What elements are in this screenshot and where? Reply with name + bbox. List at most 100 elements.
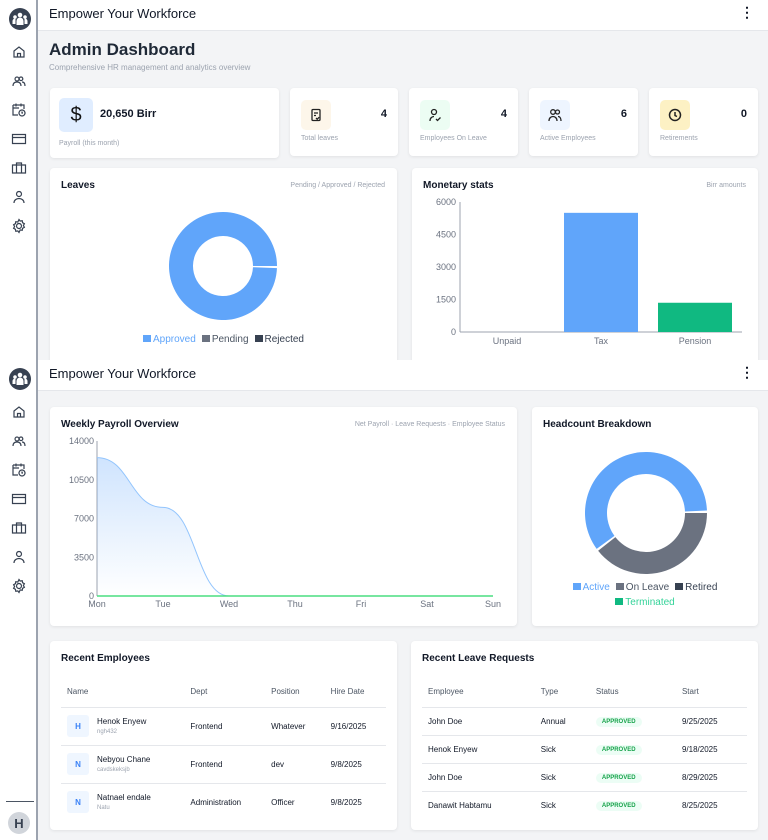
user-icon[interactable] (11, 189, 27, 205)
clipboard-check-icon (301, 100, 331, 130)
monetary-bar-chart: 0 1500 3000 4500 6000 Unpaid Tax Pension (436, 197, 742, 346)
x-tick-label: Thu (287, 599, 303, 609)
app-logo[interactable] (9, 368, 31, 390)
payroll-area (97, 457, 493, 596)
home-icon[interactable] (11, 44, 27, 60)
users-icon[interactable] (11, 73, 27, 89)
status-cell: APPROVED (589, 706, 676, 735)
hire-date-cell: 9/16/2025 (324, 706, 386, 745)
type-cell: Sick (534, 790, 590, 819)
top-screen: Empower Your Workforce ⋮ Admin Dashboard… (0, 0, 768, 360)
credit-card-icon[interactable] (11, 131, 27, 147)
table-row[interactable]: N Natnael endale Natu Administration Offic… (61, 782, 386, 821)
y-tick-label: 6000 (436, 197, 456, 207)
table-row[interactable]: N Nebyou Chane cavdskeksjb Frontend dev 9/… (61, 744, 386, 783)
status-badge: APPROVED (595, 800, 642, 811)
slice-active (585, 451, 707, 549)
table-row[interactable]: John Doe Sick APPROVED 8/29/2025 (422, 762, 747, 791)
x-tick-label: Unpaid (493, 336, 522, 346)
x-tick-label: Wed (220, 599, 238, 609)
legend-pending[interactable]: Pending (201, 334, 249, 345)
column-header: Status (595, 687, 619, 697)
stat-value: 20,650 Birr (100, 108, 157, 120)
employee-cell: Danawit Habtamu (422, 790, 535, 819)
recent-employees-card: Recent Employees Name Dept Position Hire… (50, 641, 397, 830)
employee-name: Henok Enyew (97, 717, 147, 726)
leaves-legend: Approved Pending Rejected (50, 334, 397, 345)
employee-name-cell: N Natnael endale Natu (61, 782, 185, 821)
y-tick-label: 14000 (69, 436, 94, 446)
card-title: Recent Employees (61, 653, 150, 664)
y-tick-label: 0 (89, 591, 94, 601)
employee-cell: John Doe (422, 706, 535, 735)
legend-approved[interactable]: Approved (143, 334, 196, 345)
employee-name: Natnael endale (97, 793, 151, 803)
table-row[interactable]: Henok Enyew Sick APPROVED 9/18/2025 (422, 734, 747, 763)
settings-icon[interactable] (11, 578, 27, 594)
y-tick-label: 3500 (74, 552, 94, 562)
briefcase-icon[interactable] (11, 160, 27, 176)
more-vertical-icon[interactable]: ⋮ (740, 364, 754, 380)
hire-date-cell: 9/8/2025 (324, 782, 386, 821)
x-tick-label: Sat (420, 599, 434, 609)
card-subtitle: Net Payroll · Leave Requests · Employee … (354, 421, 505, 428)
position-cell: Officer (265, 782, 325, 821)
hire-date-cell: 9/8/2025 (324, 744, 386, 783)
stat-label: Active Employees (540, 135, 596, 142)
card-title: Weekly Payroll Overview (61, 419, 179, 430)
x-tick-label: Pension (679, 336, 712, 346)
employee-name: Nebyou Chane (97, 755, 151, 764)
dollar-icon: $ (59, 98, 93, 132)
card-title: Leaves (61, 180, 95, 191)
leaves-table: Employee Type Status Start John Doe Annu… (422, 677, 747, 819)
more-vertical-icon[interactable]: ⋮ (740, 4, 754, 20)
start-cell: 9/25/2025 (675, 706, 747, 735)
column-header: Employee (428, 687, 464, 697)
table-row[interactable]: Danawit Habtamu Sick APPROVED 8/25/2025 (422, 790, 747, 819)
column-header: Dept (190, 687, 208, 697)
stat-value: 6 (620, 108, 627, 120)
header: Empower Your Workforce ⋮ (38, 360, 768, 391)
card-title: Recent Leave Requests (422, 653, 535, 664)
legend-active[interactable]: Active (572, 582, 610, 593)
dept-cell: Administration (184, 782, 266, 821)
start-cell: 8/29/2025 (675, 762, 747, 791)
y-tick-label: 10500 (69, 475, 94, 485)
users-icon[interactable] (11, 433, 27, 449)
sidebar (0, 360, 38, 840)
stat-card-payroll: $ 20,650 Birr Payroll (this month) (50, 88, 279, 158)
app-logo[interactable] (9, 8, 31, 30)
page-title: Admin Dashboard (49, 40, 196, 59)
x-tick-label: Sun (485, 599, 501, 609)
leaves-card: Leaves Pending / Approved / Rejected App… (50, 168, 397, 360)
bar-pension (658, 302, 732, 332)
settings-icon[interactable] (11, 218, 27, 234)
calendar-clock-icon[interactable] (11, 102, 27, 118)
briefcase-icon[interactable] (11, 520, 27, 536)
table-row[interactable]: H Henok Enyew ngh432 Frontend Whatever 9/1… (61, 706, 386, 745)
start-cell: 8/25/2025 (675, 790, 747, 819)
card-title: Headcount Breakdown (543, 419, 652, 430)
avatar: N (67, 791, 89, 814)
calendar-clock-icon[interactable] (11, 462, 27, 478)
card-subtitle: Pending / Approved / Rejected (290, 182, 385, 189)
credit-card-icon[interactable] (11, 491, 27, 507)
legend-on-leave[interactable]: On Leave (615, 582, 669, 593)
legend-terminated[interactable]: Terminated (615, 597, 675, 608)
headcount-legend: Active On Leave Retired (532, 582, 758, 593)
legend-retired[interactable]: Retired (675, 582, 717, 593)
type-cell: Sick (534, 762, 590, 791)
user-avatar[interactable]: H (8, 812, 30, 834)
y-tick-label: 1500 (436, 295, 456, 305)
table-row[interactable]: John Doe Annual APPROVED 9/25/2025 (422, 706, 747, 735)
home-icon[interactable] (11, 404, 27, 420)
user-icon[interactable] (11, 549, 27, 565)
position-cell: dev (265, 744, 325, 783)
y-tick-label: 0 (451, 327, 456, 337)
employee-cell: John Doe (422, 762, 535, 791)
status-cell: APPROVED (589, 790, 676, 819)
legend-rejected[interactable]: Rejected (254, 334, 304, 345)
employee-name-cell: N Nebyou Chane cavdskeksjb (61, 744, 185, 783)
bar-tax (564, 212, 638, 332)
page-subtitle: Comprehensive HR management and analytic… (49, 63, 251, 72)
